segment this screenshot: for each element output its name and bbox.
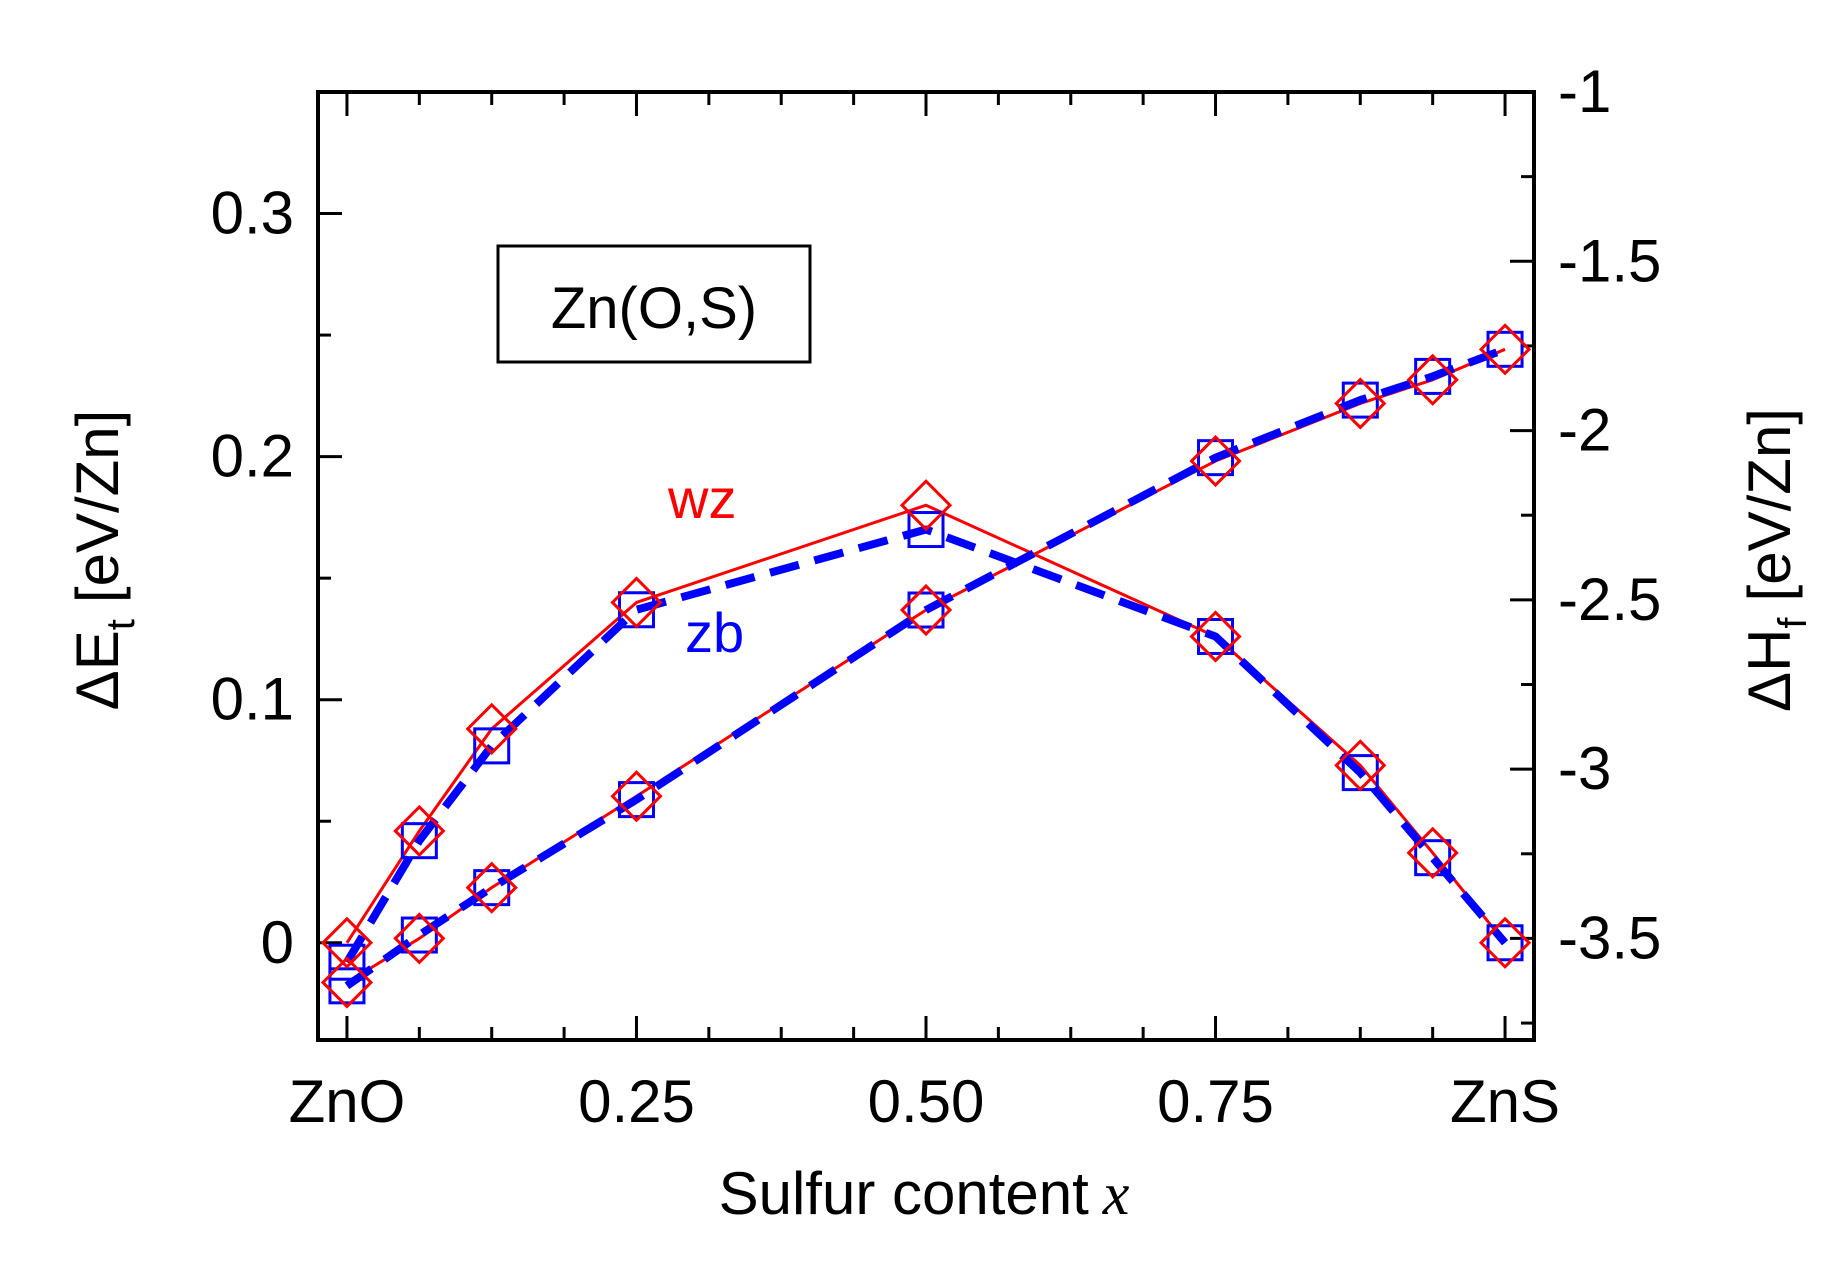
y-right-symbol: ΔH <box>1736 629 1803 712</box>
y-right-subscript: f <box>1771 617 1815 629</box>
data-point-square <box>1414 839 1452 877</box>
x-tick-label: ZnS <box>1450 1068 1560 1135</box>
series-line-3 <box>344 345 1507 990</box>
legend-box <box>496 244 812 364</box>
data-point-diamond <box>1478 323 1532 376</box>
data-point-square <box>473 869 511 907</box>
series-line-2 <box>346 347 1506 984</box>
data-point-square <box>473 727 511 765</box>
data-point-diamond <box>610 576 663 629</box>
x-axis-title-var: x <box>1102 1161 1130 1227</box>
y-right-unit: [eV/Zn] <box>1736 408 1803 601</box>
data-point-diamond <box>465 861 518 914</box>
x-axis-title-text: Sulfur content <box>719 1160 1090 1227</box>
data-point-diamond <box>610 770 663 823</box>
data-point-diamond <box>899 583 953 637</box>
x-tick-label: 0.75 <box>1157 1068 1274 1135</box>
data-point-square <box>1197 439 1235 477</box>
axis-ticks <box>318 90 1534 1040</box>
legend-box-label: Zn(O,S) <box>551 276 757 341</box>
y-right-tick-label: -3.5 <box>1558 904 1661 971</box>
x-axis-title: Sulfur content x <box>719 1160 1130 1227</box>
data-point-diamond <box>1334 739 1387 792</box>
data-point-square <box>400 822 438 860</box>
data-point-square <box>328 943 366 981</box>
data-point-diamond <box>1478 916 1532 969</box>
data-point-diamond <box>320 956 374 1009</box>
y-right-tick-label: -3 <box>1558 735 1611 802</box>
plot-frame <box>316 90 1536 1042</box>
data-point-square <box>907 591 945 629</box>
data-point-square <box>1414 357 1452 395</box>
data-point-diamond <box>1189 434 1242 488</box>
annotation-zb: zb <box>685 601 744 664</box>
data-point-square <box>617 781 655 819</box>
y-right-tick-label: -2.5 <box>1558 566 1661 633</box>
x-tick-label: 0.50 <box>868 1068 985 1135</box>
data-point-diamond <box>393 912 446 965</box>
y-left-subscript: t <box>99 619 143 630</box>
data-point-square <box>400 916 438 954</box>
data-point-diamond <box>1406 826 1459 879</box>
y-axis-left-title: ΔEt [eV/Zn] <box>64 410 143 711</box>
data-point-square <box>1341 381 1379 419</box>
data-point-diamond <box>1334 377 1387 430</box>
data-point-diamond <box>1406 353 1459 406</box>
data-point-diamond <box>393 804 446 858</box>
annotation-wz: wz <box>667 467 736 530</box>
y-left-unit: [eV/Zn] <box>64 410 131 603</box>
tick-labels: ZnO 0.25 0.50 0.75 ZnS 0 0.1 0.2 0.3 -3.5 -3 -2.5 -2… <box>211 58 1662 1135</box>
y-right-tick-label: -1 <box>1558 58 1611 125</box>
y-left-tick-label: 0.2 <box>211 423 294 490</box>
y-right-tick-label: -1.5 <box>1558 227 1661 294</box>
y-right-tick-label: -2 <box>1558 397 1611 464</box>
data-point-diamond <box>899 479 953 532</box>
y-left-tick-label: 0.3 <box>211 180 294 247</box>
series-lines <box>343 345 1509 990</box>
data-point-square <box>907 511 945 549</box>
data-point-square <box>1486 924 1524 962</box>
x-tick-label: ZnO <box>289 1068 406 1135</box>
series-markers <box>320 323 1532 1009</box>
data-point-square <box>1486 330 1524 368</box>
x-tick-label: 0.25 <box>578 1068 695 1135</box>
data-point-diamond <box>465 702 518 755</box>
y-left-symbol: ΔE <box>64 630 131 710</box>
data-point-diamond <box>320 916 374 969</box>
y-left-tick-label: 0 <box>261 909 294 976</box>
y-axis-right-title: ΔHf [eV/Zn] <box>1736 408 1815 712</box>
data-point-square <box>1197 617 1235 655</box>
y-left-tick-label: 0.1 <box>211 666 294 733</box>
data-point-diamond <box>1189 610 1242 663</box>
